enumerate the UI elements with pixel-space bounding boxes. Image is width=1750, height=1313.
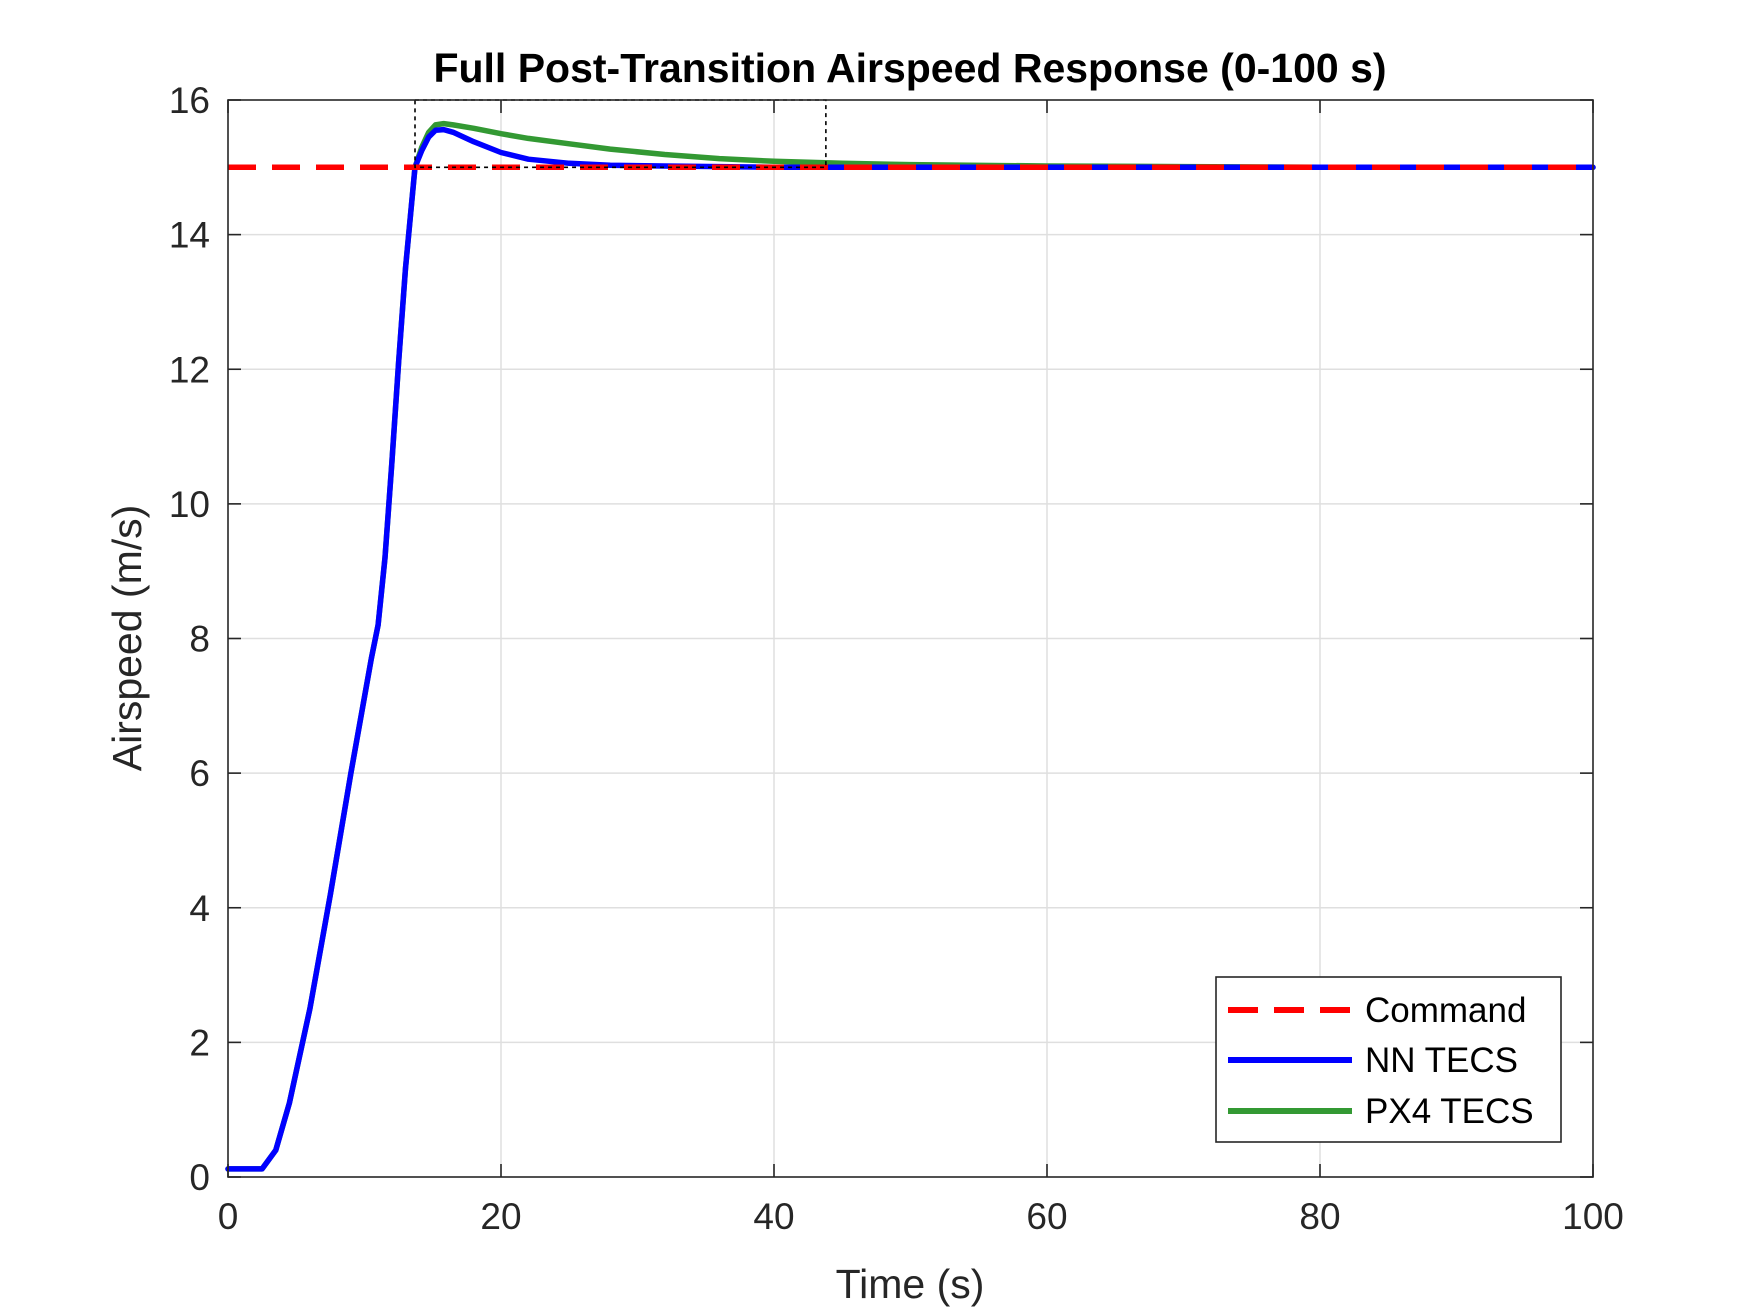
y-tick-label: 8: [189, 619, 210, 660]
y-tick-label: 10: [169, 484, 210, 525]
y-tick-label: 12: [169, 349, 210, 390]
y-tick-label: 0: [189, 1157, 210, 1198]
legend-label-command: Command: [1365, 991, 1526, 1030]
y-tick-label: 16: [169, 80, 210, 121]
x-tick-label: 80: [1299, 1196, 1340, 1237]
y-tick-label: 4: [189, 888, 210, 929]
x-tick-label: 40: [753, 1196, 794, 1237]
x-tick-label: 0: [218, 1196, 239, 1237]
x-axis-label: Time (s): [836, 1261, 985, 1307]
annotation-layer: [414, 99, 827, 169]
y-tick-label: 6: [189, 753, 210, 794]
tick-marks: [227, 99, 1594, 1178]
y-axis-label: Airspeed (m/s): [104, 505, 150, 772]
x-tick-label: 100: [1562, 1196, 1624, 1237]
zoom-region-box: [414, 99, 827, 169]
tick-labels: 0 20 40 60 80 100 0 2 4 6 8 10 12 14 16: [169, 80, 1624, 1237]
x-tick-label: 20: [480, 1196, 521, 1237]
y-tick-label: 2: [189, 1022, 210, 1063]
legend-label-px4-tecs: PX4 TECS: [1365, 1092, 1534, 1131]
legend: Command NN TECS PX4 TECS: [1215, 976, 1562, 1143]
x-tick-label: 60: [1026, 1196, 1067, 1237]
legend-label-nn-tecs: NN TECS: [1365, 1041, 1518, 1080]
y-tick-label: 14: [169, 215, 210, 256]
chart-title: Full Post-Transition Airspeed Response (…: [433, 45, 1386, 91]
